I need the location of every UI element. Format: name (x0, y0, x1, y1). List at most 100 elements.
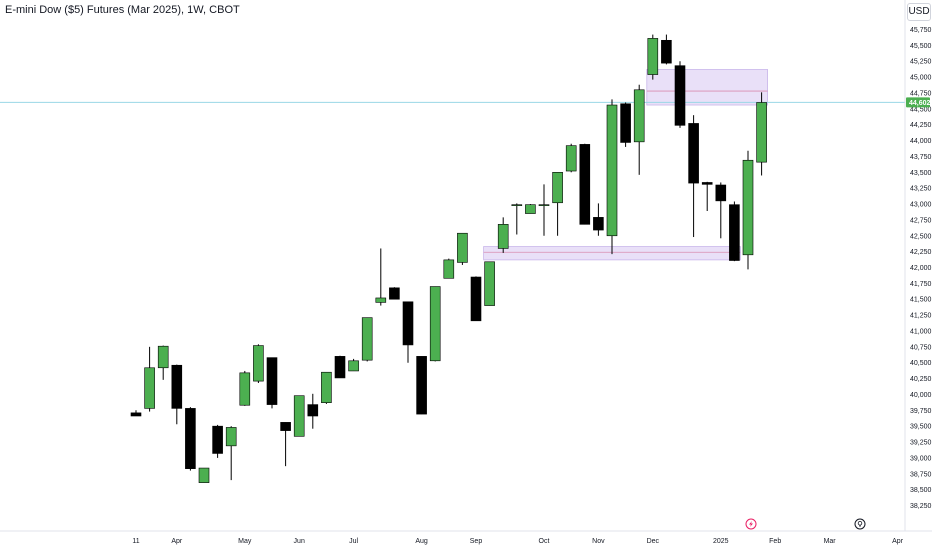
candle-up (606, 104, 618, 237)
x-tick-label: 11 (132, 538, 139, 545)
y-tick-label: 43,500 (910, 170, 932, 177)
candle-down (212, 425, 223, 454)
candle-up (457, 232, 468, 263)
y-tick-label: 41,750 (910, 281, 932, 288)
candle-down (402, 301, 414, 346)
y-tick-label: 41,250 (910, 313, 932, 320)
candle-up (525, 204, 536, 214)
candle-down (389, 287, 400, 300)
candle-up (742, 159, 754, 256)
x-tick-label: Apr (892, 538, 904, 545)
y-tick-label: 38,250 (910, 503, 932, 510)
y-tick-label: 45,250 (910, 59, 932, 66)
candle-down (470, 276, 482, 322)
x-tick-label: Jul (349, 538, 358, 545)
x-tick-label: Jun (294, 538, 305, 545)
y-tick-label: 42,000 (910, 265, 932, 272)
x-tick-label: Nov (592, 538, 605, 545)
x-tick-label: May (238, 538, 252, 545)
y-tick-label: 43,750 (910, 154, 932, 161)
y-tick-label: 44,500 (910, 106, 932, 113)
y-tick-label: 41,500 (910, 297, 932, 304)
candle-down (701, 182, 713, 185)
y-tick-label: 43,000 (910, 202, 932, 209)
candle-up (429, 286, 441, 362)
zones-layer (483, 69, 768, 261)
bulb-icon[interactable] (854, 518, 866, 530)
candle-up (253, 345, 264, 382)
y-tick-label: 41,000 (910, 328, 932, 335)
candle-down (416, 356, 427, 415)
y-tick-label: 45,500 (910, 43, 932, 50)
candle-down (130, 412, 142, 417)
candle-up (443, 259, 455, 279)
y-tick-label: 44,750 (910, 90, 932, 97)
y-tick-label: 40,500 (910, 360, 932, 367)
candle-up (633, 89, 645, 143)
candle-up (484, 261, 495, 306)
candle-down (688, 123, 699, 184)
candle-up (144, 367, 155, 409)
y-tick-label: 39,750 (910, 408, 932, 415)
candle-down (579, 144, 591, 225)
x-tick-label: Sep (470, 538, 483, 545)
candle-up (239, 372, 251, 406)
y-tick-label: 42,750 (910, 217, 932, 224)
time-axis: 11 Apr May Jun Jul Aug Sep Oct Nov Dec 2025 Feb Mar A… (0, 530, 932, 545)
candle-up (361, 317, 373, 361)
candle-down (266, 357, 278, 405)
candle-down (171, 364, 183, 409)
candle-up (348, 360, 359, 372)
candle-up (375, 297, 387, 303)
candle-down (715, 184, 727, 202)
candle-down (280, 422, 291, 431)
y-tick-label: 38,750 (910, 471, 932, 478)
candle-down (620, 103, 631, 143)
y-tick-label: 43,250 (910, 186, 932, 193)
price-axis: 45,750 45,500 45,250 45,000 44,750 44,500 44,2… (904, 0, 932, 531)
y-tick-label: 40,000 (910, 392, 932, 399)
x-tick-label: Apr (171, 538, 183, 545)
candle-up (198, 467, 210, 483)
lightning-icon[interactable] (745, 518, 757, 530)
y-tick-label: 40,250 (910, 376, 932, 383)
candle-up (157, 345, 169, 369)
supply-demand-zone (646, 69, 768, 106)
candle-up (497, 224, 509, 249)
current-price-badge (906, 97, 930, 108)
candle-up (225, 427, 237, 447)
candle-down (593, 217, 604, 231)
current-price-label: 44,602 (909, 100, 931, 107)
x-tick-label: Aug (415, 538, 428, 545)
x-tick-label: Feb (769, 538, 781, 545)
y-tick-label: 42,250 (910, 249, 932, 256)
candle-down (307, 404, 319, 417)
x-tick-label: Mar (824, 538, 837, 545)
y-tick-label: 38,500 (910, 487, 932, 494)
x-tick-label: Dec (647, 538, 660, 545)
candle-up (321, 371, 332, 403)
candle-down (334, 356, 346, 379)
chart-title: E-mini Dow ($5) Futures (Mar 2025), 1W, … (5, 4, 240, 16)
y-tick-label: 39,000 (910, 455, 932, 462)
y-tick-label: 45,000 (910, 75, 932, 82)
candles-layer (130, 34, 767, 483)
candle-up (756, 102, 767, 163)
y-tick-label: 39,250 (910, 440, 932, 447)
y-tick-label: 44,250 (910, 122, 932, 129)
candle-down (674, 65, 686, 126)
candle-down (185, 408, 196, 469)
y-tick-label: 45,750 (910, 27, 932, 34)
candle-down (661, 39, 672, 64)
x-tick-label: 2025 (713, 538, 729, 545)
price-label-layer: 44,602 (906, 97, 931, 108)
candle-up (538, 204, 550, 206)
x-tick-label: Oct (539, 538, 550, 545)
y-tick-label: 44,000 (910, 138, 932, 145)
currency-button[interactable]: USD (907, 3, 931, 21)
candle-up (565, 145, 577, 172)
candle-up (552, 172, 563, 204)
y-tick-label: 39,500 (910, 424, 932, 431)
y-tick-label: 40,750 (910, 344, 932, 351)
